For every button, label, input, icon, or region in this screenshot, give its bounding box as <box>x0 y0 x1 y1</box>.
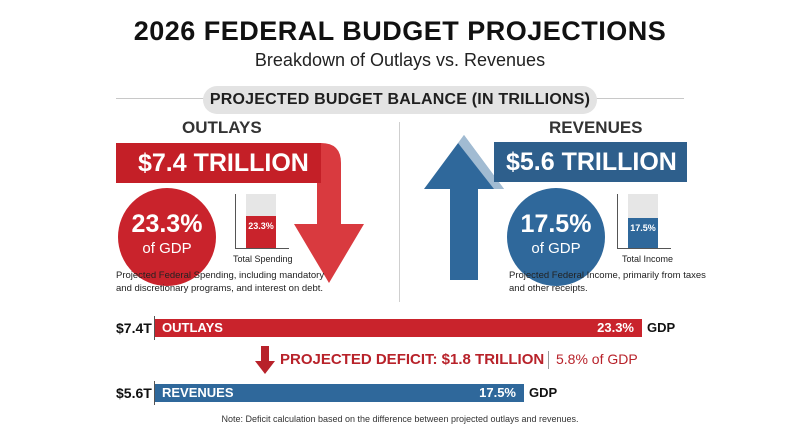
outlays-gauge-axis <box>235 194 236 248</box>
revenues-gauge-fill: 17.5% <box>628 218 658 248</box>
outlays-header: OUTLAYS <box>182 118 262 137</box>
outlays-bar-tick <box>154 316 155 340</box>
outlays-gdp-circle: 23.3% of GDP <box>118 188 216 286</box>
deficit-text: PROJECTED DEFICIT: $1.8 TRILLION <box>280 351 545 368</box>
revenues-description-line2: and other receipts. <box>509 283 588 294</box>
outlays-bar-suffix: GDP <box>647 320 676 335</box>
revenues-bar-tick <box>154 381 155 405</box>
outlays-description-line2: and discretionary programs, and interest… <box>116 283 324 294</box>
revenues-description-line1: Projected Federal Income, primarily from… <box>509 270 706 281</box>
outlays-description-line1: Projected Federal Spending, including ma… <box>116 270 325 281</box>
revenues-gdp-circle: 17.5% of GDP <box>507 188 605 286</box>
outlays-bar-pct: 23.3% <box>597 320 634 335</box>
outlays-bar-name: OUTLAYS <box>162 320 223 335</box>
outlays-gdp-label: of GDP <box>142 240 192 257</box>
footnote: Note: Deficit calculation based on the d… <box>221 414 579 424</box>
revenues-gauge-label: 17.5% <box>630 223 656 233</box>
revenues-bar-suffix: GDP <box>529 385 558 400</box>
outlays-gdp-pct: 23.3% <box>131 210 203 238</box>
revenues-gdp-pct: 17.5% <box>520 210 592 238</box>
revenues-header: REVENUES <box>549 118 643 137</box>
revenues-description: Projected Federal Income, primarily from… <box>509 269 706 295</box>
outlays-gauge-fill: 23.3% <box>246 216 276 248</box>
outlays-gauge-caption: Total Spending <box>233 254 293 264</box>
outlays-banner: $7.4 TRILLION <box>116 143 321 183</box>
revenues-bar-pct: 17.5% <box>479 385 516 400</box>
revenues-gauge-axis <box>617 194 618 248</box>
revenues-gauge-baseline <box>617 248 671 249</box>
revenues-banner: $5.6 TRILLION <box>494 142 687 182</box>
deficit-gdp-pct: 5.8% of GDP <box>556 351 638 367</box>
revenues-amount-label: $5.6T <box>116 385 152 401</box>
revenues-bar-name: REVENUES <box>162 385 234 400</box>
divider-rule-right <box>596 98 684 99</box>
outlays-gauge-label: 23.3% <box>248 221 274 231</box>
divider-rule-left <box>116 98 204 99</box>
outlays-description: Projected Federal Spending, including ma… <box>116 269 324 295</box>
center-divider <box>399 122 400 302</box>
outlays-amount-label: $7.4T <box>116 320 152 336</box>
deficit-separator <box>548 351 549 369</box>
revenues-gdp-label: of GDP <box>531 240 581 257</box>
outlays-bar: OUTLAYS 23.3% <box>155 319 642 337</box>
page-subtitle: Breakdown of Outlays vs. Revenues <box>254 50 546 70</box>
page-title: 2026 FEDERAL BUDGET PROJECTIONS <box>133 16 667 46</box>
revenues-gauge-caption: Total Income <box>622 254 674 264</box>
section-pill: PROJECTED BUDGET BALANCE (IN TRILLIONS) <box>203 86 597 114</box>
revenues-bar: REVENUES 17.5% <box>155 384 524 402</box>
outlays-gauge-baseline <box>235 248 289 249</box>
